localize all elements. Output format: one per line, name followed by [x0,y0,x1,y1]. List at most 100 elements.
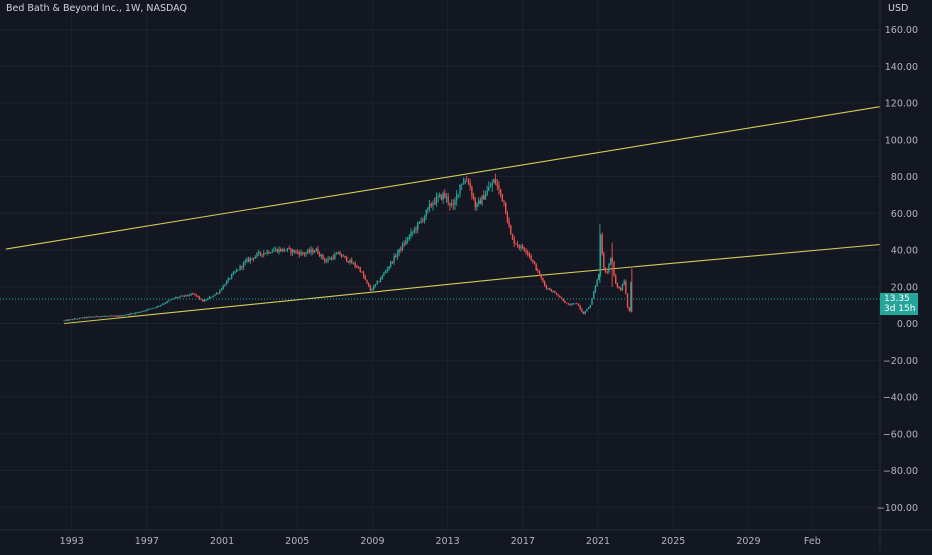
candle-body [527,251,529,254]
candle-body [459,184,461,195]
candle-body [437,196,439,198]
candle-body [430,204,432,206]
candle-body [186,294,189,296]
trendline-lower[interactable] [64,277,516,325]
candle-body [369,286,372,291]
candle-body [266,251,268,254]
candle-body [506,213,509,222]
candle-body [445,196,448,198]
y-tick-label: 100.00 [885,135,918,146]
candle-body [215,293,218,295]
candle-body [227,278,229,282]
candle-body [608,264,610,273]
candle-body [577,303,580,306]
candle-body [379,278,382,282]
trendline-lower-mid[interactable] [515,243,881,279]
candle-body [359,267,361,272]
candle-body [532,259,534,262]
candle-body [625,281,627,294]
candle-body [378,281,380,283]
candle-body [596,279,598,286]
candle-body [366,279,368,283]
candle-body [528,253,531,256]
candle-body [439,194,441,197]
candle-body [405,240,407,245]
candle-body [171,298,174,300]
candle-body [252,258,255,259]
candle-body [323,258,326,262]
candle-body [131,313,133,315]
candle-body [251,258,253,259]
candle-body [587,307,590,310]
y-tick-label: 20.00 [891,282,918,293]
candle-body [357,267,360,269]
candle-body [93,316,96,318]
candle-body [564,301,566,303]
candle-body [244,261,246,263]
candle-body [261,253,263,255]
candle-body [175,297,177,299]
candle-body [410,231,412,236]
candle-body [295,251,297,253]
currency-label: USD [888,3,909,14]
candle-body [442,193,444,200]
candle-body [418,221,421,223]
candle-body [291,249,294,253]
candle-body [214,294,216,296]
candle-body [356,266,358,268]
candle-body [148,308,150,310]
candle-body [552,291,554,293]
candle-body [329,258,331,260]
candle-body [76,318,79,320]
candle-body [494,179,497,184]
candle-body [212,295,214,297]
candle-body [322,254,324,259]
candle-body [195,294,197,296]
candle-body [417,222,419,230]
candle-body [572,303,575,305]
candle-body [181,295,184,297]
candle-body [268,251,270,254]
candle-body [571,303,573,306]
candle-body [461,184,463,185]
candle-body [198,296,201,299]
candle-body [384,271,387,274]
candle-body [525,250,527,252]
candle-body [327,258,329,261]
candle-body [364,276,367,280]
candle-body [110,315,113,317]
candle-body [393,256,395,263]
candle-body [332,257,334,259]
trendline-upper[interactable] [5,106,881,250]
candle-body [609,258,612,265]
candle-body [593,292,595,299]
y-tick-label: −20.00 [883,356,918,367]
candle-body [545,285,548,289]
candle-body [616,283,619,287]
x-tick-label: 2025 [661,536,685,547]
candle-body [63,320,65,322]
candle-body [599,234,602,274]
candle-body [90,316,92,318]
candle-body [149,308,152,310]
y-axis[interactable]: 160.00 140.00 120.00 100.00 80.00 60.00 40.00 2… [877,0,918,550]
candle-body [469,183,471,188]
candle-body [496,183,498,186]
candle-body [433,203,436,204]
candle-body [119,315,121,317]
candle-body [151,308,153,310]
candle-body [535,264,537,271]
symbol-title: Bed Bath & Beyond Inc., 1W, NASDAQ [6,3,187,14]
last-price-badge: 13.35 3d 15h [880,293,918,315]
candle-body [388,266,390,270]
candle-body [300,252,302,255]
candle-body [481,195,483,205]
candle-body [391,261,394,263]
x-axis[interactable]: 1993 1997 2001 2005 2009 2013 2017 2021 2025 2029… [0,529,932,547]
candle-body [70,319,72,321]
candle-body [550,290,553,292]
candle-body [518,245,520,248]
candle-body [276,249,279,253]
